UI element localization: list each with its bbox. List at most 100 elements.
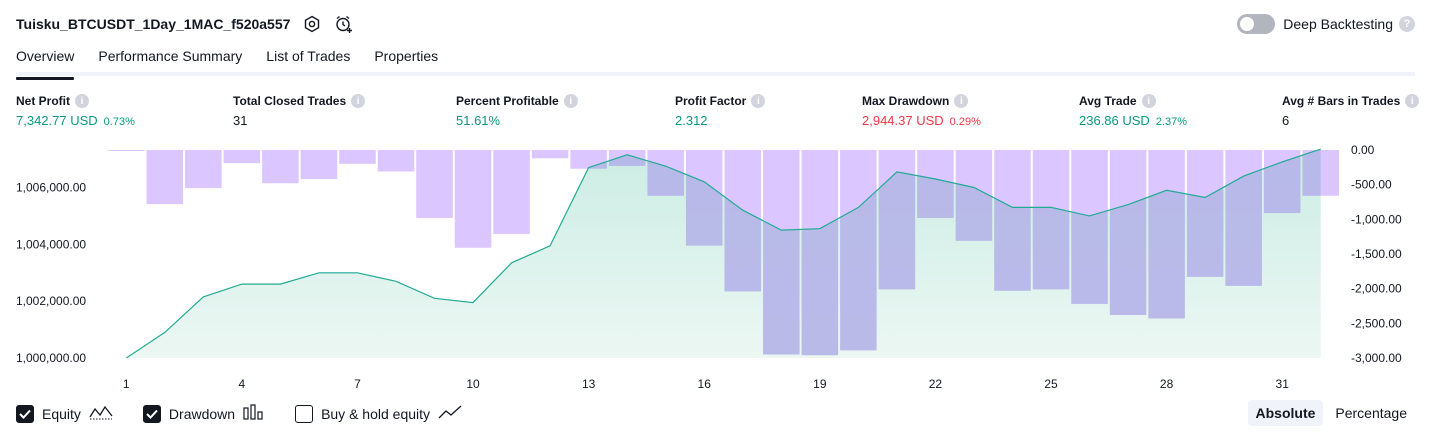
info-icon[interactable]: i [75, 94, 89, 108]
x-tick-label: 7 [354, 377, 361, 391]
deep-backtesting-toggle[interactable] [1237, 14, 1276, 34]
x-tick-label: 10 [466, 377, 480, 391]
equity-checkbox[interactable] [16, 405, 34, 423]
x-tick-label: 1 [123, 377, 130, 391]
drawdown-checkbox[interactable] [142, 405, 161, 423]
y-axis-right: 0.00 -500.00 -1,000.00 -1,500.00 -2,000.00 -2… [1351, 143, 1402, 365]
y-tick-label-left: 1,002,000.00 [16, 294, 86, 308]
metric-label: Avg # Bars in Trades [1282, 94, 1401, 108]
metric-profit-factor: Profit Factor i 2.312 [675, 94, 766, 128]
drawdown-bar [223, 150, 261, 164]
help-icon[interactable]: ? [1399, 16, 1415, 32]
absolute-button[interactable]: Absolute [1247, 400, 1324, 426]
y-tick-label-right: -3,000.00 [1351, 351, 1402, 365]
toggle-knob [1240, 17, 1255, 31]
info-icon[interactable]: i [563, 94, 578, 108]
equity-drawdown-chart[interactable]: 1,000,000.00 1,002,000.00 1,004,000.00 1,00… [0, 140, 1431, 398]
y-tick-label-left: 1,006,000.00 [16, 181, 86, 195]
metric-percent: 2.37% [1155, 116, 1188, 128]
info-icon[interactable]: i [954, 94, 969, 108]
x-tick-label: 31 [1276, 377, 1290, 391]
metric-value: 236.86 USD [1079, 113, 1150, 128]
metric-label: Total Closed Trades [233, 94, 347, 108]
metric-value: 2.312 [675, 113, 708, 128]
settings-gear-icon[interactable] [302, 14, 322, 34]
y-tick-label-right: 0.00 [1351, 143, 1375, 157]
drawdown-bar [146, 150, 184, 205]
x-tick-label: 28 [1160, 377, 1174, 391]
tab-performance-summary[interactable]: Performance Summary [98, 48, 243, 64]
equity-fill [126, 149, 1321, 358]
y-tick-label-left: 1,000,000.00 [16, 351, 86, 365]
metric-value: 7,342.77 USD [16, 113, 98, 128]
drawdown-bar [262, 150, 299, 184]
drawdown-bar [300, 150, 338, 180]
info-icon[interactable]: i [351, 94, 366, 108]
drawdown-bars-icon [243, 403, 265, 426]
y-tick-label-right: -2,500.00 [1351, 316, 1402, 330]
legend-label: Equity [42, 406, 81, 422]
y-tick-label-left: 1,004,000.00 [16, 237, 86, 251]
x-axis: 1 4 7 10 13 16 19 22 25 28 31 [123, 377, 1289, 391]
drawdown-bar-overlap [1302, 150, 1321, 196]
chart-legend: Equity Drawdown Buy & hold equity [16, 403, 492, 426]
metric-avg-trade: Avg Trade i 236.86 USD 2.37% [1079, 94, 1187, 128]
tab-list-of-trades[interactable]: List of Trades [266, 48, 351, 64]
metric-percent-profitable: Percent Profitable i 51.61% [456, 94, 578, 128]
buy-hold-line-icon [438, 403, 462, 426]
metric-value: 2,944.37 USD [862, 113, 944, 128]
metric-label: Percent Profitable [456, 94, 559, 108]
drawdown-bar [454, 150, 492, 248]
add-alert-clock-icon[interactable] [334, 14, 354, 34]
metric-avg-bars-in-trades: Avg # Bars in Trades i 6 [1282, 94, 1420, 128]
tab-bar: Overview Performance Summary List of Tra… [16, 44, 1415, 80]
metric-value: 51.61% [456, 113, 501, 128]
y-axis-left: 1,000,000.00 1,002,000.00 1,004,000.00 1,00… [16, 181, 86, 365]
metric-label: Net Profit [16, 94, 70, 108]
percentage-button[interactable]: Percentage [1335, 405, 1407, 421]
tab-properties[interactable]: Properties [374, 48, 439, 64]
buy-hold-checkbox[interactable] [295, 405, 314, 423]
info-icon[interactable]: i [1405, 94, 1420, 108]
x-tick-label: 22 [929, 377, 943, 391]
legend-label: Buy & hold equity [321, 406, 431, 422]
metric-label: Profit Factor [675, 94, 747, 108]
metric-max-drawdown: Max Drawdown i 2,944.37 USD 0.29% [862, 94, 981, 128]
equity-series [125, 148, 1321, 359]
legend-drawdown[interactable]: Drawdown [142, 403, 265, 426]
chart-mode-switch: Absolute Percentage [1244, 400, 1416, 426]
drawdown-bar [339, 150, 376, 164]
metric-total-closed-trades: Total Closed Trades i 31 [233, 94, 366, 128]
legend-label: Drawdown [168, 406, 236, 422]
drawdown-bar [531, 150, 569, 159]
x-tick-label: 13 [582, 377, 596, 391]
drawdown-bar [108, 150, 145, 151]
x-tick-label: 16 [698, 377, 712, 391]
info-icon[interactable]: i [1141, 94, 1156, 108]
info-icon[interactable]: i [751, 94, 766, 108]
metric-label: Avg Trade [1079, 94, 1137, 108]
deep-backtesting-label: Deep Backtesting [1283, 16, 1393, 32]
drawdown-bar [416, 150, 453, 218]
x-tick-label: 19 [813, 377, 827, 391]
x-tick-label: 4 [239, 377, 246, 391]
equity-line [125, 148, 1321, 359]
drawdown-bar [377, 150, 415, 172]
metric-percent: 0.73% [103, 116, 135, 128]
legend-equity[interactable]: Equity [16, 403, 113, 426]
drawdown-bar [185, 150, 222, 189]
metric-label: Max Drawdown [862, 94, 950, 108]
metric-net-profit: Net Profit i 7,342.77 USD 0.73% [16, 94, 135, 128]
equity-area [126, 149, 1321, 358]
header: Tuisku_BTCUSDT_1Day_1MAC_f520a557 [16, 12, 354, 36]
metric-value: 6 [1282, 113, 1290, 128]
strategy-title: Tuisku_BTCUSDT_1Day_1MAC_f520a557 [16, 16, 291, 32]
metric-value: 31 [233, 113, 248, 128]
deep-backtesting: Deep Backtesting ? [1237, 12, 1415, 36]
tab-overview[interactable]: Overview [16, 44, 75, 80]
drawdown-bar [493, 150, 530, 234]
y-tick-label-right: -2,000.00 [1351, 282, 1402, 296]
y-tick-label-right: -500.00 [1351, 178, 1392, 192]
legend-buy-hold-equity[interactable]: Buy & hold equity [295, 403, 462, 426]
equity-line-icon [89, 403, 113, 426]
